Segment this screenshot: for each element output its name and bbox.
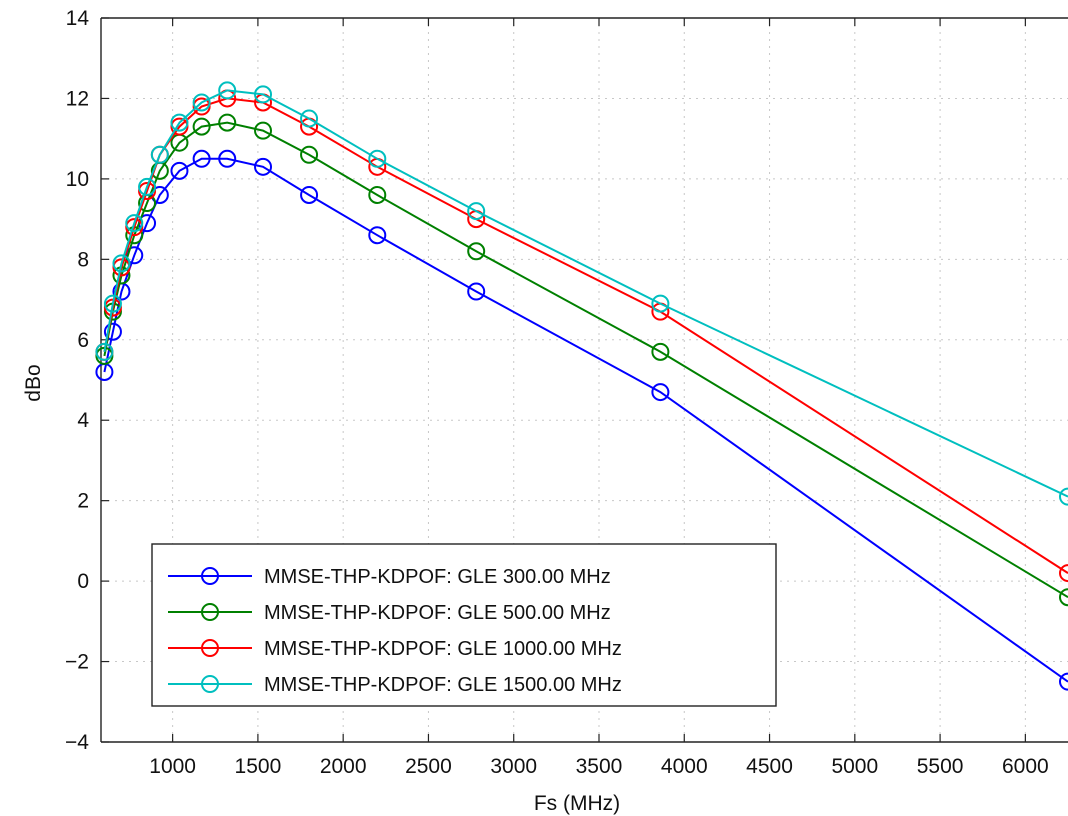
data-point [467, 242, 486, 261]
data-point [218, 113, 237, 132]
series-line-3 [103, 97, 1068, 574]
x-tick-label: 6000 [1002, 755, 1049, 778]
series-line-1 [103, 157, 1068, 683]
data-point [138, 177, 157, 196]
data-point [150, 185, 169, 204]
y-tick-label: 10 [66, 168, 89, 191]
data-point [150, 145, 169, 164]
data-point [112, 254, 131, 273]
legend-entry: MMSE-THP-KDPOF: GLE 1000.00 MHz [264, 638, 622, 660]
data-point [103, 294, 122, 313]
legend-entry: MMSE-THP-KDPOF: GLE 1500.00 MHz [264, 674, 622, 696]
data-point [300, 185, 319, 204]
legend-marker [201, 639, 219, 657]
legend-box [151, 543, 777, 707]
x-tick-label: 4500 [746, 755, 793, 778]
data-point [103, 322, 122, 341]
x-tick-label: 5000 [831, 755, 878, 778]
legend: MMSE-THP-KDPOF: GLE 300.00 MHz MMSE-THP-K… [151, 543, 777, 707]
y-tick-label: −4 [65, 731, 89, 754]
y-tick-label: 2 [77, 490, 89, 513]
y-tick-label: 6 [77, 329, 89, 352]
data-point [1059, 564, 1068, 583]
legend-marker [201, 675, 219, 693]
data-point [218, 149, 237, 168]
data-point [368, 149, 387, 168]
y-tick-label: −2 [65, 651, 89, 674]
data-point [170, 113, 189, 132]
y-tick-label: 14 [66, 7, 90, 30]
x-tick-label: 2000 [320, 755, 367, 778]
data-point [1059, 487, 1068, 506]
x-tick-label: 3000 [490, 755, 537, 778]
data-point [218, 81, 237, 100]
x-tick-label: 1000 [149, 755, 196, 778]
x-axis-label: Fs (MHz) [534, 792, 620, 815]
y-tick-label: 8 [77, 248, 89, 271]
x-tick-label: 1500 [235, 755, 282, 778]
data-point [254, 121, 273, 140]
y-tick-label: 0 [77, 570, 89, 593]
data-point [95, 342, 114, 361]
data-point [467, 202, 486, 221]
x-tick-label: 4000 [661, 755, 708, 778]
x-tick-label: 3500 [576, 755, 623, 778]
data-point [192, 149, 211, 168]
data-point [651, 383, 670, 402]
data-point [300, 109, 319, 128]
axes: 1000 1500 2000 2500 3000 3500 4000 4500 5000 5500… [65, 7, 1068, 778]
y-axis-label: dBo [22, 364, 45, 401]
x-tick-label: 5500 [917, 755, 964, 778]
data-point [1059, 672, 1068, 691]
data-point [300, 145, 319, 164]
data-point [368, 185, 387, 204]
legend-marker [201, 603, 219, 621]
data-point [651, 342, 670, 361]
data-point [1059, 588, 1068, 607]
data-point [192, 93, 211, 112]
x-tick-label: 2500 [405, 755, 452, 778]
data-point [192, 117, 211, 136]
data-point [254, 85, 273, 104]
series-line-4 [103, 89, 1068, 498]
legend-entry: MMSE-THP-KDPOF: GLE 500.00 MHz [264, 602, 611, 624]
series-layer [95, 81, 1068, 691]
legend-marker [201, 567, 219, 585]
y-tick-label: 4 [77, 409, 89, 432]
data-point [125, 214, 144, 233]
data-point [467, 282, 486, 301]
data-point [368, 226, 387, 245]
y-tick-label: 12 [66, 87, 89, 110]
data-point [170, 161, 189, 180]
series-line-2 [103, 121, 1068, 599]
data-point [651, 294, 670, 313]
legend-entry: MMSE-THP-KDPOF: GLE 300.00 MHz [264, 566, 611, 588]
data-point [254, 157, 273, 176]
